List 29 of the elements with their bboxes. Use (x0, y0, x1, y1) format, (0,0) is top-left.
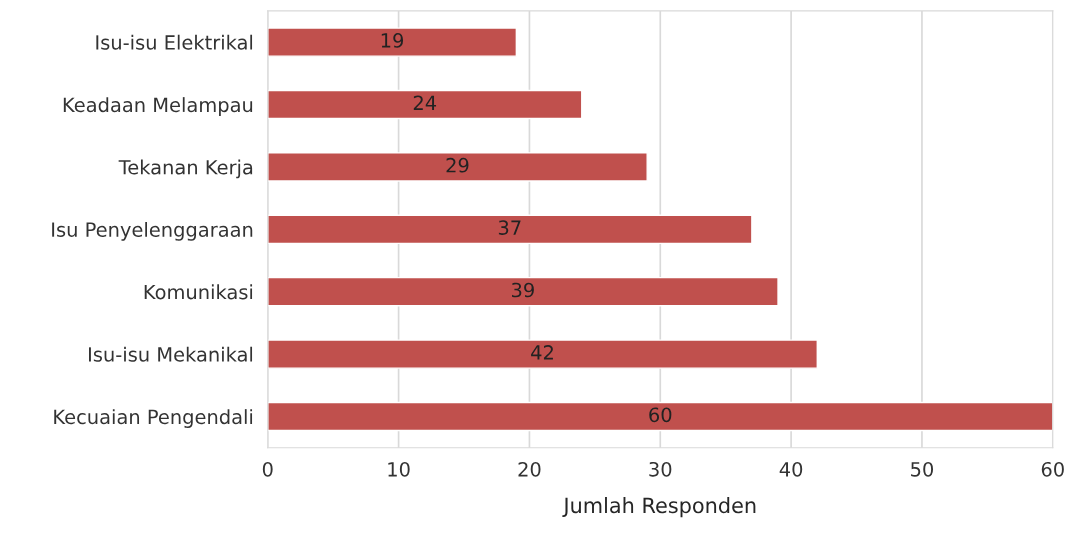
y-tick-label: Isu Penyelenggaraan (52, 221, 253, 241)
data-label: 42 (531, 345, 553, 360)
y-tick-label: Kecuaian Pengendali (54, 409, 253, 428)
bar (267, 276, 779, 307)
x-tick-label: 50 (911, 461, 934, 477)
bar (267, 339, 818, 369)
x-tick-label: 30 (649, 461, 672, 477)
data-label: 39 (512, 282, 534, 298)
x-tick-label: 20 (518, 461, 541, 477)
bar (267, 401, 1053, 432)
x-tick-label: 10 (388, 461, 410, 477)
bar (267, 89, 583, 120)
y-tick-label: Isu-isu Mekanikal (88, 346, 253, 362)
x-tick-label: 40 (779, 461, 803, 477)
bar (267, 27, 518, 57)
data-label: 24 (413, 95, 437, 110)
x-axis-title: Jumlah Responden (562, 497, 756, 518)
data-label: 60 (649, 407, 672, 423)
y-tick-label: Keadaan Melampau (63, 97, 253, 116)
y-tick-label: Komunikasi (144, 284, 253, 300)
y-tick-label: Isu-isu Elektrikal (96, 34, 253, 50)
data-label: 29 (446, 157, 469, 173)
x-tick-label: 60 (1041, 461, 1064, 477)
bar (267, 214, 753, 245)
data-label: 19 (381, 33, 404, 48)
x-tick-label: 0 (262, 461, 273, 477)
y-tick-label: Tekanan Kerja (118, 159, 253, 179)
data-label: 37 (498, 220, 521, 235)
bar (267, 152, 648, 182)
